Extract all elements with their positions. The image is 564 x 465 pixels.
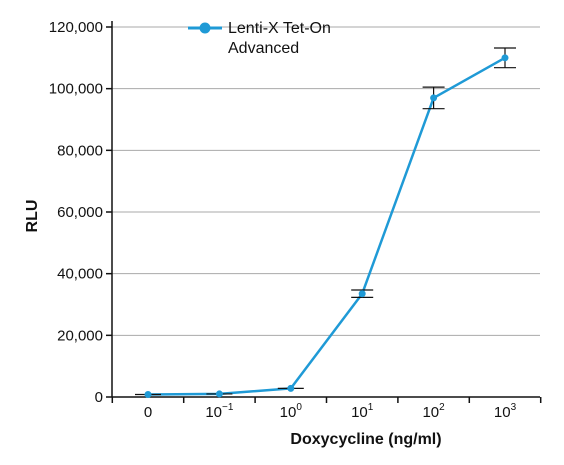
y-tick-label: 100,000 (49, 81, 103, 98)
series-line (147, 56, 506, 396)
x-tick-label: 10−1 (205, 402, 234, 421)
legend-label-line-1: Lenti-X Tet-On (228, 20, 331, 37)
x-tick-label: 101 (351, 402, 374, 421)
x-tick-label: 103 (494, 402, 517, 421)
data-point (358, 290, 366, 298)
series-layer (135, 47, 516, 399)
y-tick-label: 0 (95, 389, 103, 406)
y-axis-ticks: 0 20,000 40,000 60,000 80,000 100,000 120,000 (49, 19, 112, 406)
y-tick-label: 40,000 (57, 266, 103, 283)
legend: Lenti-X Tet-On Advanced (188, 20, 331, 57)
gridlines (112, 26, 540, 336)
legend-label-line-2: Advanced (228, 40, 299, 57)
x-axis-title: Doxycycline (ng/ml) (290, 431, 441, 448)
legend-dot-marker (199, 22, 211, 34)
y-tick-label: 60,000 (57, 204, 103, 221)
y-tick-label: 80,000 (57, 142, 103, 159)
data-point (144, 391, 152, 399)
y-tick-label: 120,000 (49, 19, 103, 36)
x-tick-label: 100 (280, 402, 303, 421)
x-tick-label: 102 (422, 402, 445, 421)
x-axis-ticks: 0 10−1 100 101 102 103 (111, 397, 542, 421)
data-point (215, 390, 223, 398)
data-point (430, 94, 438, 102)
data-point (501, 54, 509, 62)
y-tick-label: 20,000 (57, 327, 103, 344)
y-axis-title: RLU (24, 200, 41, 233)
data-point (287, 384, 295, 392)
x-tick-label: 0 (144, 404, 152, 421)
